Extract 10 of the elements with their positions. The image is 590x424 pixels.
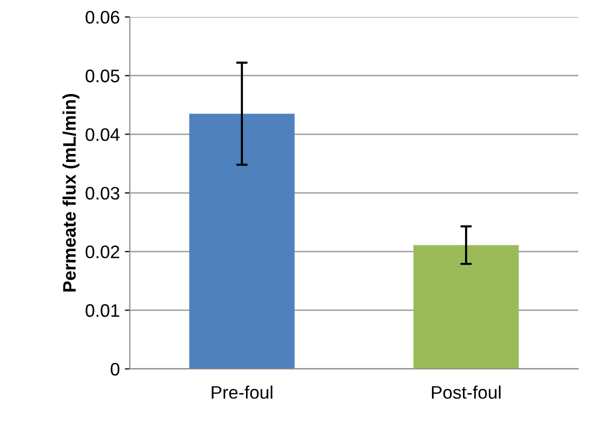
y-tick-label: 0.03 [86,186,120,200]
y-axis-title: Permeate flux (mL/min) [62,94,80,292]
y-tick-label: 0.05 [86,70,120,82]
y-tick-label: 0.04 [86,128,120,141]
y-tick-label: 0.02 [86,246,120,258]
y-tick-label: 0 [110,362,120,376]
x-tick-label: Pre-foul [212,386,272,399]
y-tick-label: 0.01 [86,304,120,317]
x-tick-label: Post-foul [432,386,501,399]
y-tick-label: 0.06 [86,10,120,24]
